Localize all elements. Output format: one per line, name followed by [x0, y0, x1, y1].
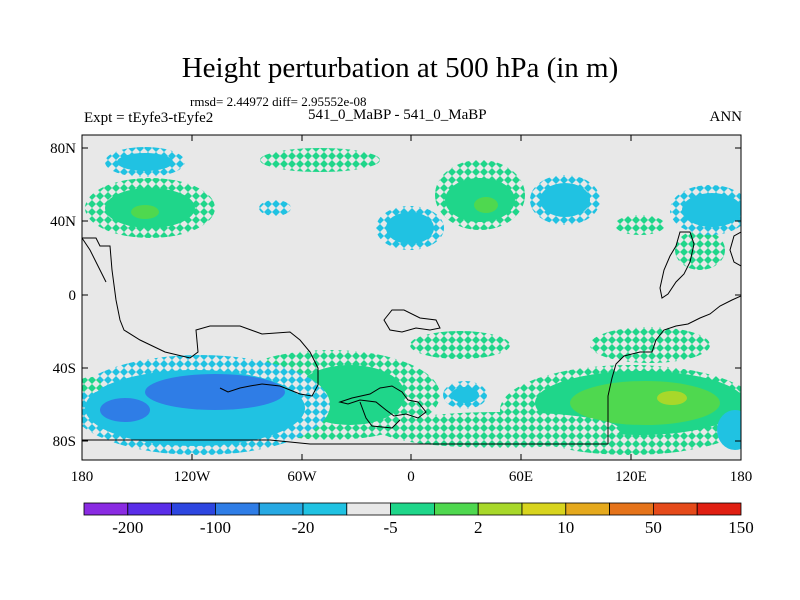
colorbar-label: 10 — [557, 518, 574, 537]
colorbar-label: -20 — [292, 518, 315, 537]
positive-anomaly-region — [82, 377, 102, 393]
colorbar-swatch — [346, 502, 391, 516]
lat-tick-label: 40N — [50, 214, 76, 230]
season-label: ANN — [709, 109, 743, 125]
colorbar-label: -200 — [112, 518, 143, 537]
colorbar-swatch — [609, 502, 654, 516]
negative-anomaly-region — [259, 200, 291, 216]
lat-tick-label: 40S — [53, 361, 76, 377]
colorbar-swatch — [83, 502, 129, 516]
lat-axis — [82, 147, 741, 442]
lat-tick-label: 80S — [53, 434, 76, 450]
negative-anomaly-region — [145, 374, 285, 410]
lat-tick-label: 80N — [50, 141, 76, 157]
positive-anomaly-region — [380, 412, 620, 448]
negative-anomaly-region — [100, 398, 150, 422]
colorbar-label: 150 — [728, 518, 754, 537]
colorbar-swatch — [127, 502, 173, 516]
colorbar-swatch — [171, 502, 216, 516]
positive-anomaly-region — [410, 331, 510, 359]
colorbar — [83, 502, 742, 516]
negative-anomaly-region — [386, 212, 434, 244]
negative-anomaly-region — [717, 410, 741, 450]
colorbar-swatch — [521, 502, 567, 516]
colorbar-swatch — [653, 502, 698, 516]
positive-anomaly-peak — [657, 391, 687, 405]
stats-label: rmsd= 2.44972 diff= 2.95552e-08 — [190, 94, 367, 109]
lon-tick-label: 0 — [407, 469, 415, 485]
lon-axis — [81, 135, 742, 460]
lon-tick-label: 180 — [730, 469, 753, 485]
colorbar-swatch — [258, 502, 304, 516]
colorbar-swatch — [214, 502, 260, 516]
colorbar-swatch — [565, 502, 610, 516]
case-label: 541_0_MaBP - 541_0_MaBP — [308, 107, 487, 123]
lon-tick-label: 120W — [174, 469, 212, 485]
positive-anomaly-region — [590, 327, 710, 363]
lon-tick-label: 60W — [287, 469, 317, 485]
lon-tick-label: 120E — [615, 469, 647, 485]
map-title: Height perturbation at 500 hPa (in m) — [181, 52, 619, 84]
negative-anomaly-region — [540, 183, 590, 217]
experiment-label: Expt = tEyfe3-tEyfe2 — [84, 110, 214, 126]
coastlines — [82, 231, 741, 445]
colorbar-swatch — [696, 502, 742, 516]
colorbar-swatch — [477, 502, 523, 516]
colorbar-label: -5 — [384, 518, 398, 537]
negative-anomaly-region — [682, 193, 741, 227]
colorbar-swatch — [433, 502, 479, 516]
colorbar-label: 2 — [474, 518, 483, 537]
colorbar-swatch — [302, 502, 348, 516]
positive-anomaly-region — [675, 230, 725, 270]
positive-anomaly-region — [260, 148, 380, 172]
positive-anomaly-peak — [131, 205, 159, 219]
positive-anomaly-region — [570, 381, 720, 425]
field-contours — [82, 147, 741, 455]
colorbar-label: -100 — [200, 518, 231, 537]
lon-tick-label: 180 — [71, 469, 94, 485]
negative-anomaly-region — [117, 153, 173, 171]
positive-anomaly-peak — [474, 197, 498, 213]
lat-tick-label: 0 — [69, 288, 77, 304]
positive-anomaly-region — [615, 215, 665, 235]
negative-anomaly-region — [451, 387, 479, 403]
colorbar-labels: -200 -100 -20 -5 2 10 50 150 — [112, 518, 754, 537]
colorbar-swatch — [390, 502, 435, 516]
lon-tick-label: 60E — [509, 469, 533, 485]
colorbar-label: 50 — [645, 518, 662, 537]
